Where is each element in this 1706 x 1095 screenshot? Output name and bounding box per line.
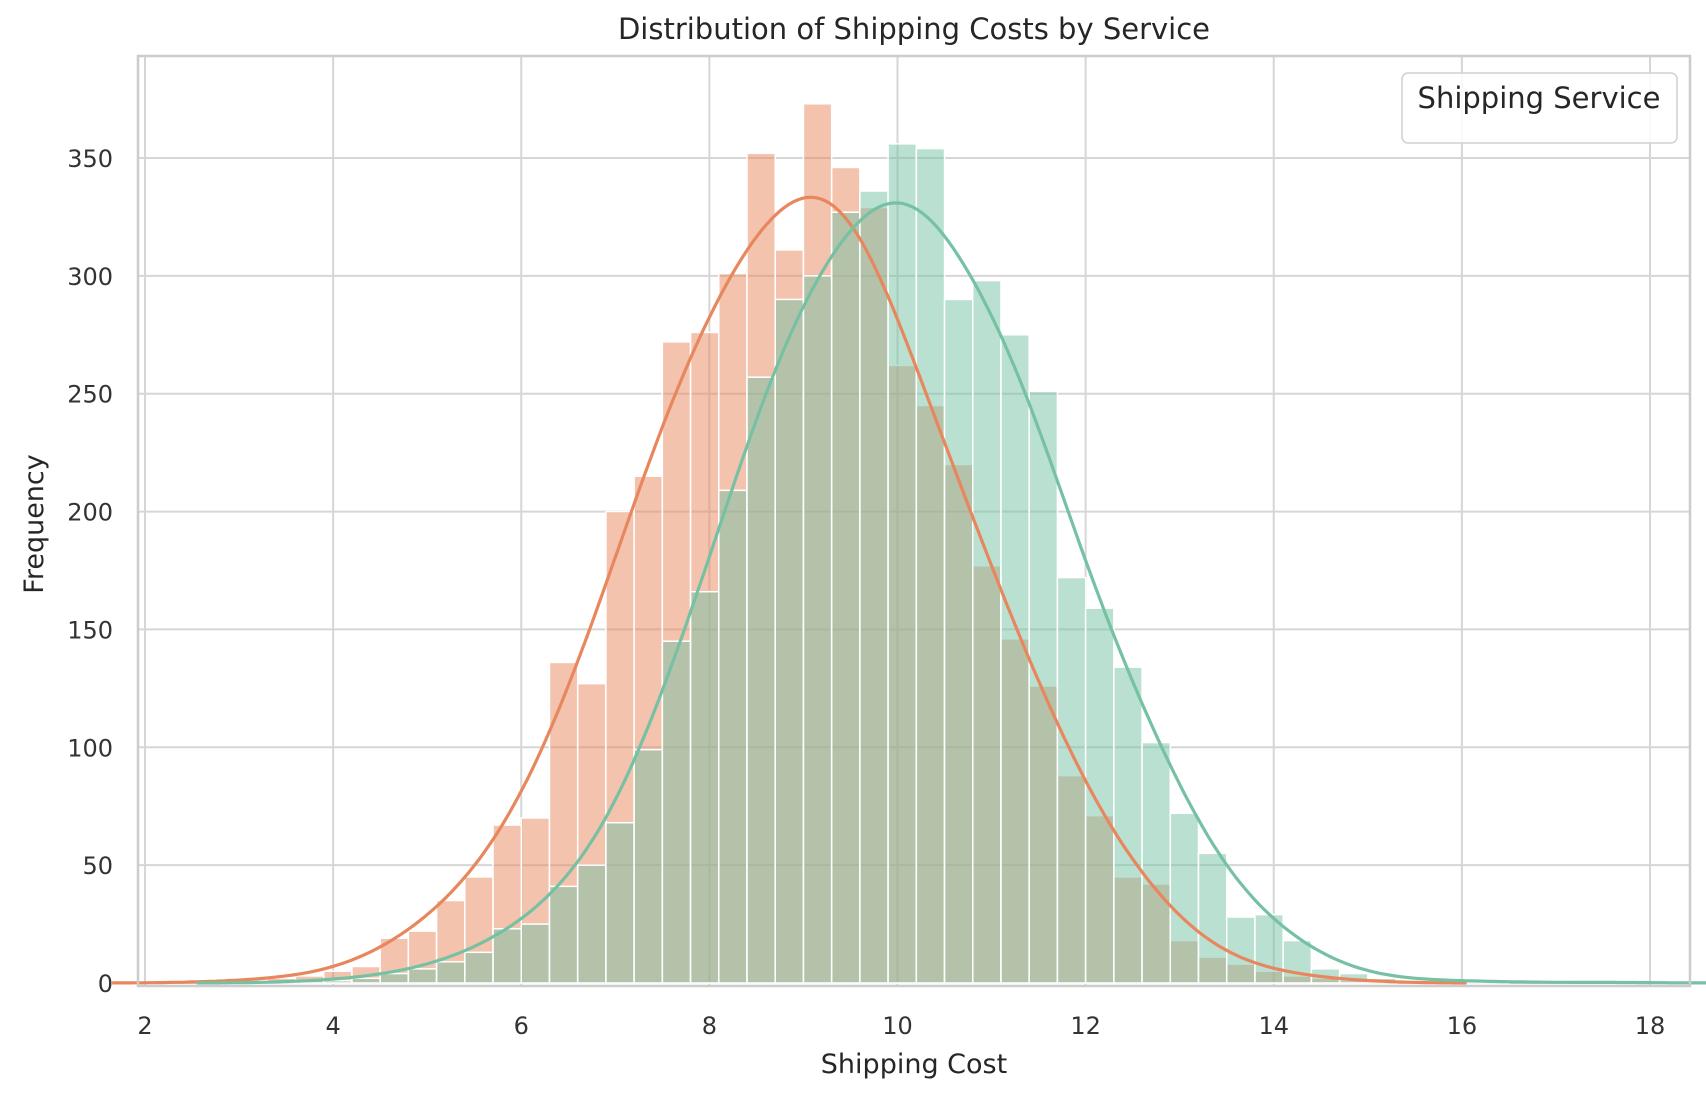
histogram-bar: [718, 489, 748, 984]
series-1-bars: [294, 143, 1623, 984]
plot-frame: [136, 54, 1692, 988]
y-tick-label: 0: [98, 970, 113, 998]
x-tick-label: 6: [514, 1012, 529, 1040]
histogram-bar: [351, 977, 381, 984]
y-tick-label: 250: [67, 381, 113, 409]
y-tick-label: 50: [82, 852, 113, 880]
histogram-bar: [492, 928, 522, 984]
histogram-bar: [1141, 741, 1172, 984]
kde-curve-series-1: [196, 201, 1706, 985]
chart-title: Distribution of Shipping Costs by Servic…: [618, 12, 1210, 46]
x-tick-label: 8: [702, 1012, 717, 1040]
histogram-bar: [576, 864, 607, 984]
legend[interactable]: Shipping Service: [1401, 72, 1678, 144]
histogram-bar: [830, 211, 861, 984]
legend-box: [1401, 72, 1678, 144]
histogram-bar: [435, 961, 466, 984]
x-tick-label: 18: [1635, 1012, 1666, 1040]
histogram-bar: [1169, 812, 1200, 984]
x-tick-label: 2: [137, 1012, 152, 1040]
kde-curves: [112, 195, 1706, 985]
histogram-bar: [633, 748, 664, 984]
y-tick-label: 200: [67, 499, 113, 527]
kde-curve-series-0: [112, 195, 1467, 985]
histogram-bar: [1282, 939, 1313, 984]
y-tick-label: 300: [67, 263, 113, 291]
x-tick-label: 16: [1447, 1012, 1478, 1040]
histogram-bar: [887, 143, 918, 984]
x-axis-title: Shipping Cost: [821, 1049, 1007, 1080]
histogram-bar: [1113, 666, 1143, 984]
histogram-bar: [1056, 576, 1087, 984]
histogram-bars: [210, 103, 1623, 984]
histogram-bar: [1084, 607, 1115, 984]
histogram-bar: [1000, 334, 1030, 984]
histogram-bar: [464, 951, 494, 984]
histogram-bar: [520, 923, 551, 984]
x-tick-label: 12: [1070, 1012, 1101, 1040]
histogram-bar: [774, 298, 805, 984]
histogram-bar: [661, 640, 692, 984]
histogram-bar: [1028, 390, 1059, 984]
histogram-bar: [1197, 852, 1228, 984]
histogram-bar: [972, 279, 1002, 984]
histogram-bar: [746, 376, 776, 984]
y-tick-label: 150: [67, 616, 113, 644]
y-axis-title: Frequency: [19, 454, 50, 594]
histogram-bar: [859, 190, 889, 984]
x-tick-label: 10: [882, 1012, 913, 1040]
histogram-bar: [802, 275, 833, 984]
y-tick-labels: 0 50 100 150 200 250 300 350: [67, 145, 113, 998]
histogram-bar: [943, 298, 974, 984]
histogram-bar: [1225, 916, 1256, 984]
histogram-bar: [379, 972, 410, 984]
y-tick-label: 100: [67, 734, 113, 762]
x-tick-labels: 2 4 6 8 10 12 14 16 18: [137, 1012, 1665, 1040]
histogram-bar: [915, 147, 946, 984]
legend-title: Shipping Service: [1418, 81, 1661, 115]
x-tick-label: 4: [325, 1012, 340, 1040]
histogram-bar: [548, 885, 579, 984]
histogram-bar: [407, 968, 438, 984]
histogram-bar: [605, 821, 635, 984]
x-tick-label: 14: [1258, 1012, 1289, 1040]
y-tick-label: 350: [67, 145, 113, 173]
histogram-bar: [689, 590, 720, 984]
